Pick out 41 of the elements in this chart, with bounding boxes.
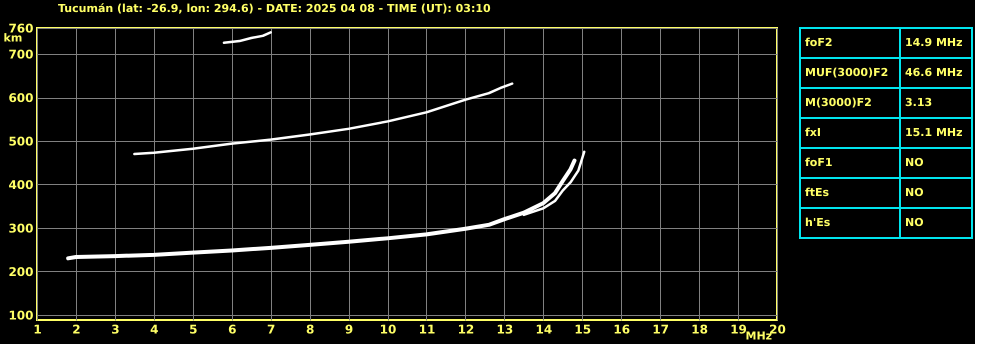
y-tick-label: 700: [8, 48, 34, 62]
x-tick-label: 16: [613, 322, 630, 336]
text: MUF(3000)F2: [805, 66, 888, 79]
x-tick-label: 11: [418, 322, 436, 336]
y-tick-label: 600: [8, 91, 34, 106]
y-tick-label: 300: [8, 221, 34, 236]
x-tick-label: 5: [189, 322, 198, 336]
chart-title: Tucumán (lat: -26.9, lon: 294.6) - DATE: 2025 04 08 - TIME (UT): 03:10: [58, 2, 491, 15]
text: fxI: [805, 126, 821, 139]
text: 3.13: [905, 96, 932, 109]
text: foF1: [805, 156, 833, 169]
x-tick-label: 7: [267, 322, 276, 336]
x-tick-label: 13: [496, 322, 514, 336]
y-tick-label: 500: [8, 134, 34, 148]
x-tick-label: 17: [652, 322, 670, 336]
x-tick-label: 9: [344, 322, 354, 336]
text: foF2: [805, 36, 833, 49]
text: NO: [905, 186, 924, 199]
x-tick-label: 2: [72, 322, 81, 336]
y-tick-label: 100: [8, 308, 34, 322]
y-tick-label: 200: [8, 264, 34, 279]
text: 14.9 MHz: [905, 36, 963, 49]
x-tick-label: 3: [111, 322, 120, 336]
text: NO: [905, 156, 924, 169]
y-tick-label: 400: [8, 178, 34, 192]
x-tick-label: 14: [535, 322, 552, 336]
x-tick-label: 4: [150, 322, 159, 336]
x-tick-label: 12: [458, 322, 474, 336]
text: 15.1 MHz: [905, 126, 963, 139]
x-tick-label: 18: [691, 322, 708, 336]
text: M(3000)F2: [805, 96, 872, 109]
text: h'Es: [805, 216, 831, 229]
text: ftEs: [805, 186, 830, 199]
x-tick-label: 1: [33, 322, 42, 336]
x-tick-label: 8: [306, 322, 314, 336]
x-tick-label: 19: [730, 322, 747, 336]
x-tick-label: 6: [228, 322, 236, 336]
x-tick-label: 15: [574, 322, 592, 336]
text: NO: [905, 216, 924, 229]
x-tick-label: 10: [380, 322, 396, 336]
text: 46.6 MHz: [905, 66, 963, 79]
